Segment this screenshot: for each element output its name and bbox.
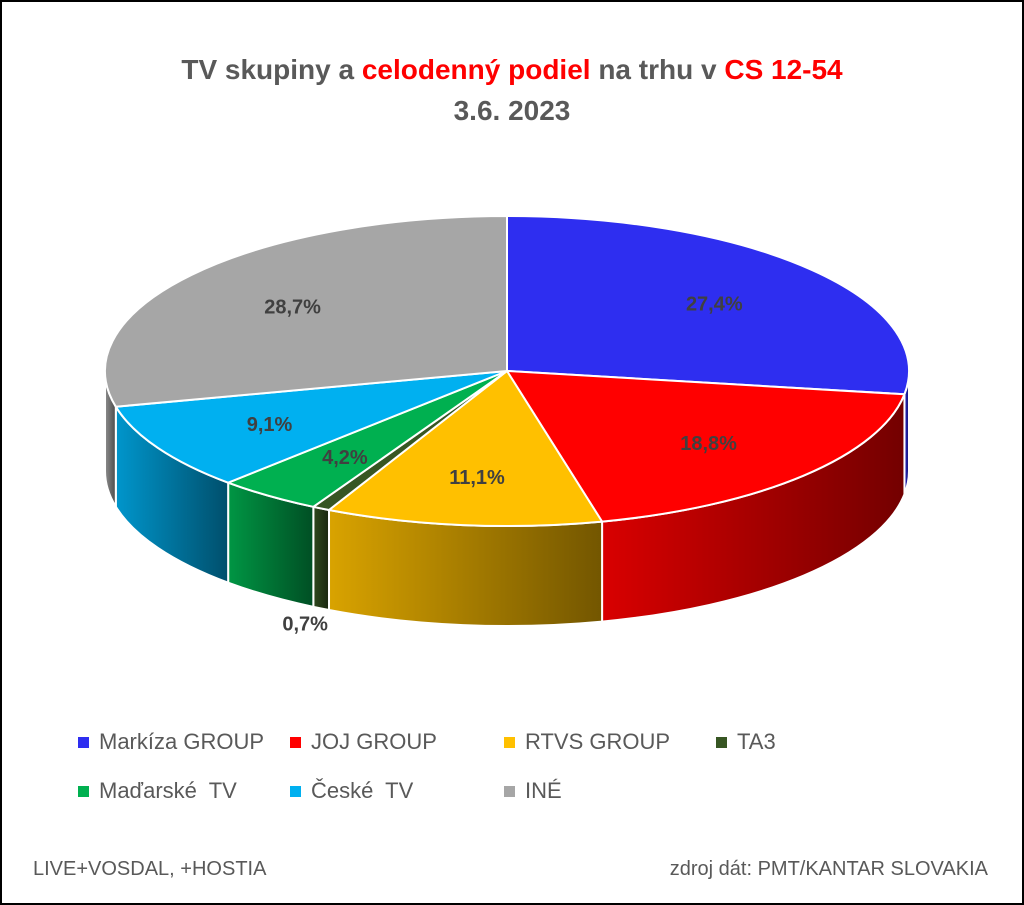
legend-swatch-4 <box>78 785 89 797</box>
legend-swatch-1 <box>290 736 301 748</box>
legend-item-2: RTVS GROUP <box>504 729 670 755</box>
pie-slice-5 <box>114 370 508 484</box>
footer-right: zdroj dát: PMT/KANTAR SLOVAKIA <box>669 858 988 880</box>
data-label-2: 11,1% <box>449 467 505 489</box>
pie-top <box>104 215 910 527</box>
pie-side-3 <box>312 505 331 612</box>
title-part-2: celodenný podiel <box>361 54 591 85</box>
legend-swatch-6 <box>504 785 515 797</box>
legend-label-2: RTVS GROUP <box>525 729 671 754</box>
data-label-4: 4,2% <box>322 447 368 469</box>
legend-item-4: Maďarské TV <box>78 778 237 804</box>
data-label-3: 0,7% <box>282 613 328 635</box>
legend-swatch-3 <box>716 736 727 748</box>
footer-left: LIVE+VOSDAL, +HOSTIA <box>33 858 267 880</box>
legend-label-4: Maďarské TV <box>99 778 237 803</box>
title-part-1: TV skupiny a <box>181 54 362 85</box>
legend-swatch-2 <box>504 736 515 748</box>
chart-title: TV skupiny a celodenný podiel na trhu v … <box>0 50 1024 90</box>
legend-item-3: TA3 <box>716 729 776 755</box>
pie-slice-2 <box>328 370 604 527</box>
pie-labels: 27,4% 18,8% 11,1% 0,7% 4,2% 9,1% 28,7% <box>247 293 743 635</box>
title-part-4: CS 12-54 <box>724 54 843 85</box>
title-part-3: na trhu v <box>590 54 725 85</box>
legend-label-6: INÉ <box>525 778 562 803</box>
legend-item-5: České TV <box>290 778 413 804</box>
data-label-0: 27,4% <box>686 293 743 315</box>
legend-label-3: TA3 <box>737 729 776 754</box>
pie-slice-0 <box>506 215 910 396</box>
chart-date: 3.6. 2023 <box>453 95 571 126</box>
legend-swatch-0 <box>78 736 89 748</box>
pie-slice-1 <box>506 370 906 523</box>
pie-slice-6 <box>104 215 508 408</box>
legend-item-6: INÉ <box>504 778 562 804</box>
legend-label-5: České TV <box>311 778 414 803</box>
data-label-6: 28,7% <box>264 297 321 319</box>
legend-item-1: JOJ GROUP <box>290 729 437 755</box>
legend-swatch-5 <box>290 785 301 797</box>
data-label-1: 18,8% <box>680 433 737 455</box>
data-label-5: 9,1% <box>247 414 293 436</box>
pie-side-2 <box>328 508 604 627</box>
legend-label-1: JOJ GROUP <box>311 729 437 754</box>
legend-item-0: Markíza GROUP <box>78 729 264 755</box>
legend-label-0: Markíza GROUP <box>99 729 265 754</box>
